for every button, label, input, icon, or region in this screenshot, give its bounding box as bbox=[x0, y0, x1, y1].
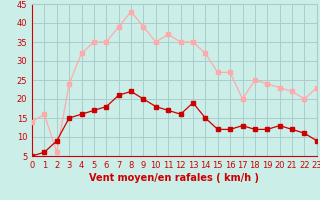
X-axis label: Vent moyen/en rafales ( km/h ): Vent moyen/en rafales ( km/h ) bbox=[89, 173, 260, 183]
